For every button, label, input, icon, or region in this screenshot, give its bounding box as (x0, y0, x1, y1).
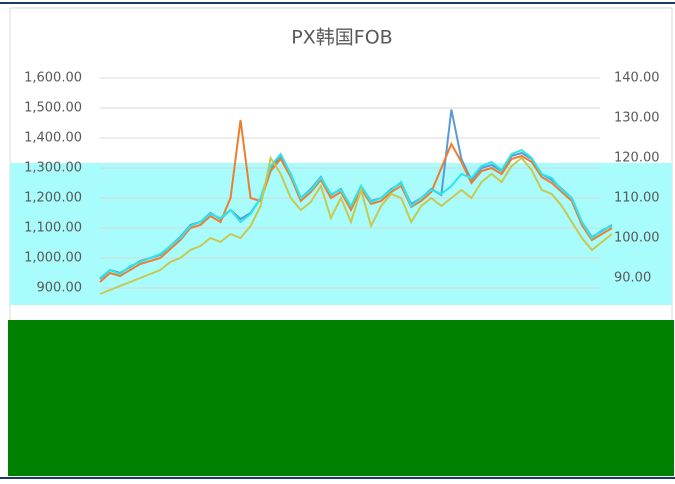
artifact-block (8, 320, 674, 476)
y-tick-label: 1,300.00 (24, 161, 82, 176)
grid (100, 77, 600, 289)
y2-tick-label: 120.00 (614, 151, 660, 166)
chart-title: PX韩国FOB (291, 27, 392, 49)
y-tick-label: 1,100.00 (24, 221, 82, 236)
y2-tick-label: 100.00 (614, 231, 660, 246)
y-tick-label: 1,500.00 (24, 101, 82, 116)
y-tick-label: 1,000.00 (24, 251, 82, 266)
y-tick-label: 1,600.00 (24, 71, 82, 86)
y2-tick-label: 140.00 (614, 71, 660, 86)
y-tick-label: 1,200.00 (24, 191, 82, 206)
lines (99, 109, 613, 295)
series-line (99, 155, 613, 295)
artifact-band (10, 163, 672, 305)
y2-tick-label: 130.00 (614, 111, 660, 126)
y-tick-label: 900.00 (37, 281, 83, 296)
y-tick-label: 1,400.00 (24, 131, 82, 146)
series-line (99, 119, 613, 283)
series-line (99, 148, 613, 279)
y2-tick-label: 90.00 (614, 271, 651, 286)
y2-tick-label: 110.00 (614, 191, 660, 206)
